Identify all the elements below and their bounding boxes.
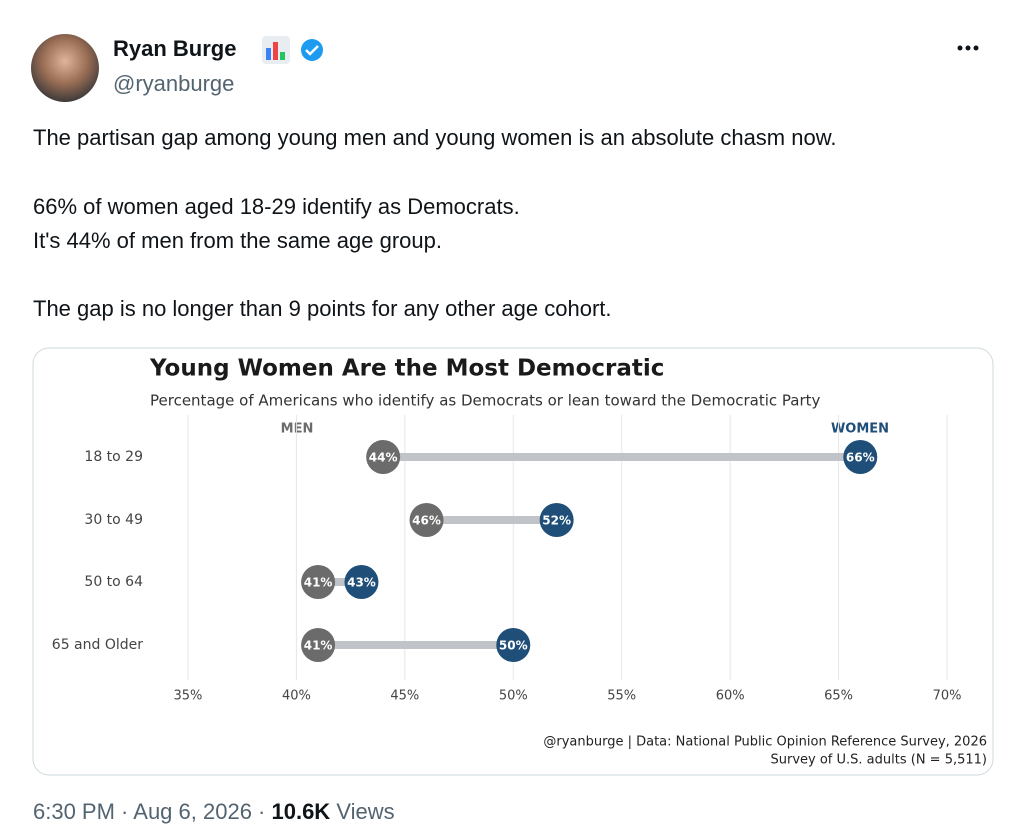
x-tick-label: 40%	[282, 689, 311, 704]
caption: @ryanburge | Data: National Public Opini…	[543, 735, 987, 750]
tweet-text: The gap is no longer than 9 points for a…	[33, 296, 612, 321]
x-tick-label: 35%	[174, 689, 203, 704]
legend-women: WOMEN	[831, 422, 889, 437]
y-tick-label: 30 to 49	[84, 512, 143, 528]
dot	[344, 565, 379, 599]
value-label: 41%	[304, 639, 333, 653]
value-label: 50%	[499, 639, 528, 653]
tweet-text: The partisan gap among young men and you…	[33, 125, 837, 150]
x-tick-label: 65%	[824, 689, 853, 704]
x-tick-label: 60%	[716, 689, 745, 704]
value-label: 43%	[347, 576, 376, 590]
dot	[366, 440, 401, 474]
x-tick-label: 45%	[390, 689, 419, 704]
time[interactable]: 6:30 PM · Aug 6, 2026 ·	[33, 799, 271, 824]
more-menu[interactable]	[957, 45, 979, 51]
y-tick-label: 65 and Older	[52, 637, 143, 653]
value-label: 44%	[369, 451, 398, 465]
views-label: Views	[330, 799, 394, 824]
timestamp[interactable]: 6:30 PM · Aug 6, 2026 · 10.6K Views	[33, 799, 395, 824]
dot	[496, 628, 531, 662]
x-tick-label: 55%	[607, 689, 636, 704]
tweet-text: It's 44% of men from the same age group.	[33, 228, 442, 253]
y-tick-label: 18 to 29	[84, 449, 143, 465]
dot	[301, 628, 336, 662]
dot	[409, 503, 444, 537]
dot	[539, 503, 574, 537]
legend-men: MEN	[281, 422, 314, 437]
chart-subtitle: Percentage of Americans who identify as …	[150, 392, 821, 410]
author-name[interactable]: Ryan Burge	[113, 36, 236, 61]
value-label: 46%	[412, 514, 441, 528]
author-handle[interactable]: @ryanburge	[113, 71, 234, 96]
dot	[843, 440, 878, 474]
chart-title: Young Women Are the Most Democratic	[149, 356, 664, 382]
x-tick-label: 70%	[933, 689, 962, 704]
chart: Young Women Are the Most Democratic Perc…	[52, 356, 987, 768]
tweet-text: 66% of women aged 18-29 identify as Demo…	[33, 194, 520, 219]
value-label: 41%	[304, 576, 333, 590]
caption: Survey of U.S. adults (N = 5,511)	[771, 753, 988, 768]
value-label: 66%	[846, 451, 875, 465]
views-count: 10.6K	[271, 799, 330, 824]
chart-emoji	[262, 36, 290, 64]
x-tick-label: 50%	[499, 689, 528, 704]
dot	[301, 565, 336, 599]
verified-badge	[301, 39, 323, 61]
value-label: 52%	[542, 514, 571, 528]
y-tick-label: 50 to 64	[84, 574, 143, 590]
avatar[interactable]	[31, 34, 99, 102]
